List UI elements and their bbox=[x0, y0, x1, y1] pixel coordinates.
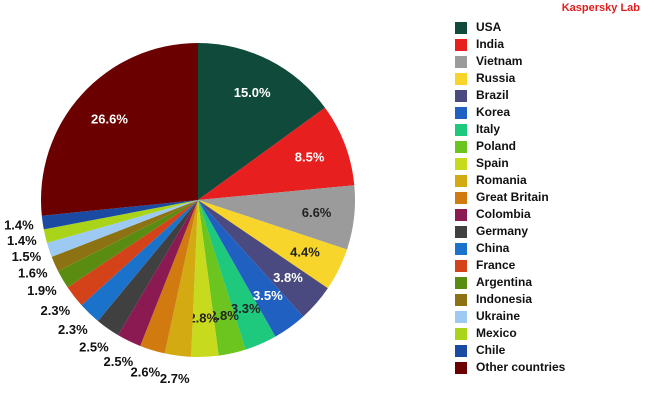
legend-swatch bbox=[455, 39, 467, 51]
legend-swatch bbox=[455, 226, 467, 238]
legend-label: USA bbox=[476, 20, 502, 34]
data-label: 6.6% bbox=[302, 205, 332, 220]
legend-label: Russia bbox=[476, 71, 516, 85]
legend-label: Chile bbox=[476, 343, 506, 357]
data-label: 2.8% bbox=[188, 311, 218, 326]
data-label: 1.6% bbox=[18, 265, 48, 280]
legend-label: Romania bbox=[476, 173, 527, 187]
legend-swatch bbox=[455, 209, 467, 221]
legend-swatch bbox=[455, 73, 467, 85]
legend-swatch bbox=[455, 22, 467, 34]
legend-swatch bbox=[455, 175, 467, 187]
legend-label: Vietnam bbox=[476, 54, 522, 68]
data-label: 1.5% bbox=[12, 249, 42, 264]
pie-slice bbox=[58, 200, 199, 288]
data-label: 1.9% bbox=[27, 283, 57, 298]
legend-swatch bbox=[455, 124, 467, 136]
legend-swatch bbox=[455, 107, 467, 119]
pie-slice bbox=[140, 200, 198, 354]
legend-swatch bbox=[455, 294, 467, 306]
data-label: 2.3% bbox=[58, 322, 88, 337]
pie-slice bbox=[41, 200, 198, 230]
pie-slice bbox=[40, 43, 198, 216]
pie-slice bbox=[198, 200, 348, 289]
data-label: 2.5% bbox=[79, 340, 109, 355]
data-label: 2.5% bbox=[104, 354, 134, 369]
legend-swatch bbox=[455, 260, 467, 272]
pie-slice bbox=[51, 200, 198, 272]
legend-label: China bbox=[476, 241, 510, 255]
pie-slice bbox=[198, 200, 276, 350]
legend-swatch bbox=[455, 158, 467, 170]
data-label: 2.6% bbox=[131, 365, 161, 380]
legend-swatch bbox=[455, 141, 467, 153]
legend-label: Great Britain bbox=[476, 190, 549, 204]
legend-label: India bbox=[476, 37, 504, 51]
data-label: 1.4% bbox=[4, 218, 34, 233]
legend-label: Mexico bbox=[476, 326, 517, 340]
legend-label: Argentina bbox=[476, 275, 532, 289]
data-label: 8.5% bbox=[295, 149, 325, 164]
data-label: 2.7% bbox=[160, 371, 190, 386]
legend-swatch bbox=[455, 56, 467, 68]
pie-slice bbox=[198, 200, 328, 317]
pie-slice bbox=[191, 200, 219, 358]
legend-swatch bbox=[455, 90, 467, 102]
pie-slice bbox=[67, 200, 199, 306]
data-label: 4.4% bbox=[290, 244, 320, 259]
pie-slice bbox=[43, 200, 199, 243]
legend-label: Brazil bbox=[476, 88, 509, 102]
legend-label: Ukraine bbox=[476, 309, 520, 323]
data-label: 26.6% bbox=[91, 111, 128, 126]
legend-label: France bbox=[476, 258, 516, 272]
legend-label: Korea bbox=[476, 105, 510, 119]
data-label: 2.3% bbox=[41, 303, 71, 318]
legend-label: Colombia bbox=[476, 207, 531, 221]
pie-slice bbox=[198, 43, 326, 200]
legend-label: Italy bbox=[476, 122, 500, 136]
legend-label: Spain bbox=[476, 156, 509, 170]
legend-label: Germany bbox=[476, 224, 528, 238]
pie-slice bbox=[198, 107, 355, 200]
legend-label: Poland bbox=[476, 139, 516, 153]
data-label: 1.4% bbox=[7, 233, 37, 248]
legend-label: Indonesia bbox=[476, 292, 532, 306]
legend-swatch bbox=[455, 277, 467, 289]
legend-label: Other countries bbox=[476, 360, 566, 374]
pie-slice bbox=[81, 200, 198, 321]
pie-slice bbox=[118, 200, 198, 346]
legend-swatch bbox=[455, 311, 467, 323]
data-label: 3.8% bbox=[273, 270, 303, 285]
pie-slice bbox=[97, 200, 198, 336]
data-label: 3.3% bbox=[231, 301, 261, 316]
pie-slice bbox=[198, 185, 355, 250]
pie-slice bbox=[164, 200, 198, 357]
data-label: 3.5% bbox=[253, 288, 283, 303]
legend-swatch bbox=[455, 328, 467, 340]
data-label: 2.8% bbox=[209, 308, 239, 323]
legend-swatch bbox=[455, 243, 467, 255]
legend-swatch bbox=[455, 345, 467, 357]
legend-swatch bbox=[455, 192, 467, 204]
legend-swatch bbox=[455, 362, 467, 374]
pie-slice bbox=[198, 200, 246, 356]
pie-slice bbox=[198, 200, 304, 337]
chart-title: Kaspersky Lab bbox=[562, 2, 641, 14]
data-label: 15.0% bbox=[234, 85, 271, 100]
pie-slice bbox=[46, 200, 198, 257]
